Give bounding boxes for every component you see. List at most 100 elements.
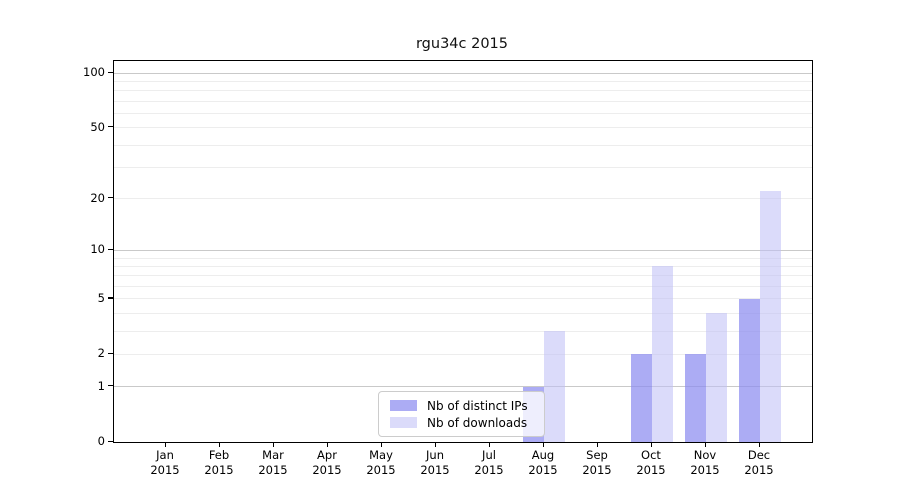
y-tick (108, 71, 113, 73)
x-tick (488, 442, 490, 447)
x-tick (380, 442, 382, 447)
x-tick (272, 442, 274, 447)
y-tick-label: 0 (97, 434, 105, 448)
gridline-minor (114, 286, 812, 287)
x-tick-month: Mar (262, 448, 284, 462)
gridline-major (114, 386, 812, 388)
x-tick-label: Feb 2015 (191, 448, 247, 478)
x-tick-year: 2015 (474, 463, 504, 477)
x-tick-label: Oct 2015 (623, 448, 679, 478)
y-tick-label: 100 (83, 65, 105, 80)
y-tick (108, 385, 113, 387)
x-tick-label: Dec 2015 (731, 448, 787, 478)
x-tick (704, 442, 706, 447)
x-tick (758, 442, 760, 447)
gridline-minor (114, 112, 812, 114)
y-tick (108, 297, 113, 299)
x-tick-year: 2015 (528, 463, 558, 477)
x-tick-label: Jan 2015 (137, 448, 193, 478)
x-tick-year: 2015 (420, 463, 450, 477)
bar-downloads-dec (760, 191, 781, 442)
x-tick-label: Jun 2015 (407, 448, 463, 478)
x-tick (542, 442, 544, 447)
gridline-minor (114, 127, 812, 129)
gridline-major (114, 249, 812, 251)
x-tick-label: Apr 2015 (299, 448, 355, 478)
x-tick-year: 2015 (744, 463, 774, 477)
y-tick (108, 126, 113, 128)
bar-downloads-nov (706, 313, 727, 442)
gridline-minor (114, 257, 812, 259)
y-tick-label: 5 (97, 290, 105, 305)
x-tick-month: Dec (747, 448, 771, 462)
gridline-minor (114, 275, 812, 277)
x-tick-month: Sep (586, 448, 608, 462)
bar-downloads-oct (652, 266, 673, 442)
y-tick (108, 440, 113, 442)
gridline-minor (114, 90, 812, 92)
y-tick (108, 248, 113, 251)
x-tick (434, 442, 436, 447)
bar-ips-dec (739, 298, 760, 442)
x-tick-year: 2015 (150, 463, 180, 477)
bar-ips-oct (631, 354, 652, 442)
chart-title: rgu34c 2015 (415, 36, 509, 52)
x-tick-year: 2015 (690, 463, 720, 477)
x-tick-year: 2015 (636, 463, 666, 477)
gridline-minor (114, 312, 812, 314)
y-tick-label: 2 (97, 346, 105, 361)
gridline-minor (114, 330, 812, 332)
y-tick (108, 197, 113, 199)
legend-item-distinct-ips: Nb of distinct IPs (390, 399, 535, 413)
gridline-minor (114, 265, 812, 267)
legend: Nb of distinct IPs Nb of downloads (378, 391, 545, 437)
x-tick-year: 2015 (366, 463, 396, 477)
gridline-minor (114, 298, 812, 300)
y-tick-label: 10 (90, 242, 105, 257)
x-tick (596, 442, 598, 447)
x-tick-month: Apr (317, 448, 337, 462)
x-tick-month: Feb (208, 448, 230, 462)
bar-downloads-aug (544, 331, 565, 442)
gridline-minor (114, 144, 812, 146)
x-tick-label: Jul 2015 (461, 448, 517, 478)
x-tick-month: Jun (426, 448, 444, 462)
gridline-major (114, 72, 812, 74)
x-tick-label: Sep 2015 (569, 448, 625, 478)
x-tick-year: 2015 (204, 463, 234, 477)
plot-area (113, 60, 813, 443)
x-tick-month: Nov (693, 448, 717, 462)
gridline-minor (114, 81, 812, 83)
x-tick (650, 442, 652, 447)
x-tick-year: 2015 (582, 463, 612, 477)
x-tick-month: Jul (482, 448, 496, 462)
x-tick-label: Nov 2015 (677, 448, 733, 478)
y-tick-label: 20 (90, 190, 105, 205)
x-tick-month: Oct (641, 448, 661, 462)
x-tick (326, 442, 328, 447)
x-tick-year: 2015 (258, 463, 288, 477)
legend-item-downloads: Nb of downloads (390, 416, 535, 430)
x-tick-month: Aug (531, 448, 555, 462)
x-tick-month: May (369, 448, 393, 462)
x-tick-year: 2015 (312, 463, 342, 477)
legend-label: Nb of downloads (427, 415, 528, 430)
x-tick-label: May 2015 (353, 448, 409, 478)
legend-swatch-downloads (390, 417, 417, 428)
gridline-minor (114, 198, 812, 200)
gridline-minor (114, 353, 812, 355)
x-tick-label: Aug 2015 (515, 448, 571, 478)
gridline-minor (114, 167, 812, 169)
legend-label: Nb of distinct IPs (427, 398, 528, 413)
x-tick (218, 442, 220, 447)
y-tick-label: 50 (90, 119, 105, 134)
legend-swatch-ips (390, 400, 417, 411)
x-tick-month: Jan (156, 448, 174, 462)
bar-ips-nov (685, 354, 706, 442)
y-tick-label: 1 (97, 378, 105, 393)
x-tick (164, 442, 166, 447)
gridline-minor (114, 100, 812, 102)
x-tick-label: Mar 2015 (245, 448, 301, 478)
y-tick (108, 352, 113, 354)
